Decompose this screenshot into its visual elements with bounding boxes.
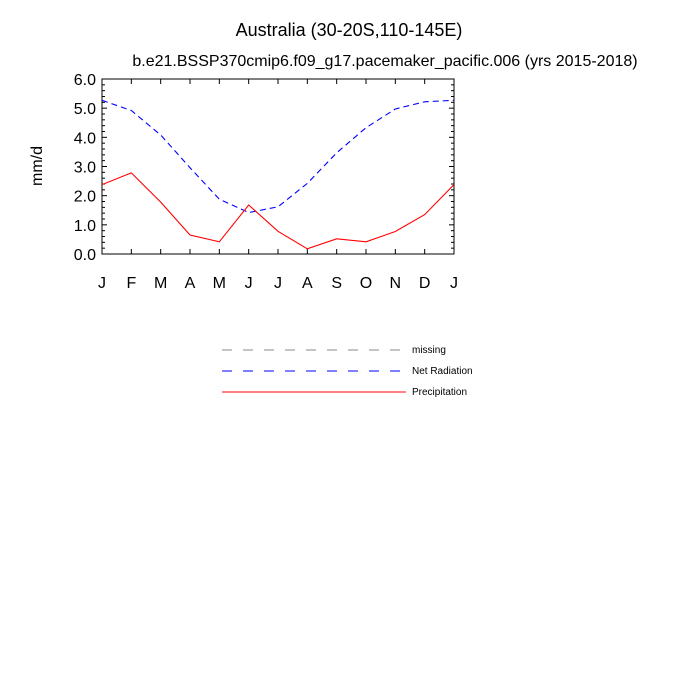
- series-line-net-radiation: [101, 99, 455, 214]
- y-tick-label: 0.0: [74, 247, 96, 264]
- x-tick-label: D: [419, 275, 431, 292]
- legend-label-net-radiation: Net Radiation: [412, 366, 473, 377]
- y-tick-label: 2.0: [74, 189, 96, 206]
- legend-label-precipitation: Precipitation: [412, 387, 467, 398]
- y-tick-label: 5.0: [74, 101, 96, 118]
- x-tick-label: M: [213, 275, 226, 292]
- x-tick-label: F: [126, 275, 136, 292]
- series-line-precipitation: [101, 172, 455, 250]
- y-tick-label: 1.0: [74, 218, 96, 235]
- x-tick-label: A: [302, 275, 313, 292]
- y-tick-label: 3.0: [74, 160, 96, 177]
- x-tick-label: N: [390, 275, 402, 292]
- x-tick-label: A: [185, 275, 196, 292]
- x-tick-label: M: [154, 275, 167, 292]
- y-tick-label: 6.0: [74, 72, 96, 89]
- legend: missing Net Radiation Precipitation: [222, 345, 473, 398]
- chart-subtitle: b.e21.BSSP370cmip6.f09_g17.pacemaker_pac…: [132, 53, 637, 70]
- y-axis-label: mm/d: [29, 146, 46, 186]
- x-tick-label: J: [274, 275, 282, 292]
- x-tick-label: J: [98, 275, 106, 292]
- x-tick-label: J: [245, 275, 253, 292]
- x-tick-label: S: [331, 275, 342, 292]
- x-tick-label: O: [360, 275, 372, 292]
- y-tick-label: 4.0: [74, 130, 96, 147]
- x-tick-label: J: [450, 275, 458, 292]
- legend-label-missing: missing: [412, 345, 446, 356]
- plot-area: 0.01.02.03.04.05.06.0J F M A M J J A S O N D J: [74, 72, 458, 292]
- chart-title: Australia (30-20S,110-145E): [236, 20, 463, 40]
